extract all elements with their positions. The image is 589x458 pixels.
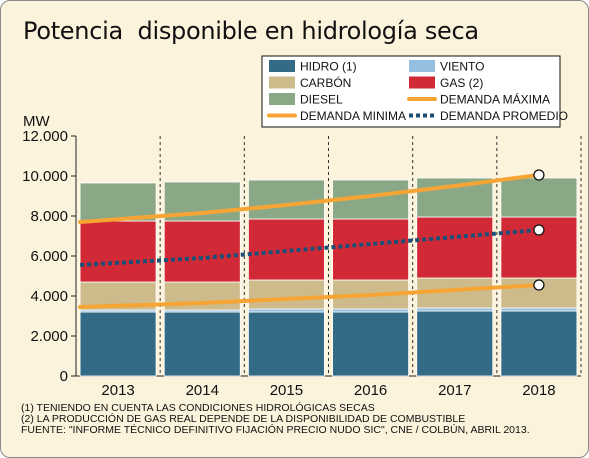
bar-hidro-1: [332, 311, 409, 377]
bar-gas-2: [416, 216, 494, 279]
legend-swatch-gas-2: [409, 76, 435, 89]
point-demanda-promedio: [533, 224, 545, 236]
legend-swatch-viento: [409, 60, 435, 72]
legend-swatch-diesel: [269, 93, 295, 105]
point-demanda-maxima: [533, 169, 545, 181]
x-tick-label: 2016: [354, 382, 387, 399]
bar-gas-2: [79, 220, 157, 283]
y-tick-label: 10.000: [22, 168, 68, 185]
y-tick-label: 0: [60, 368, 68, 385]
footnote-gas: (2) LA PRODUCCIÓN DE GAS REAL DEPENDE DE…: [21, 413, 466, 425]
point-demanda-minima: [533, 279, 545, 291]
x-tick-label: 2017: [438, 382, 471, 399]
legend-label-demanda-promedio: DEMANDA PROMEDIO: [440, 109, 568, 123]
bar-hidro-1: [248, 311, 325, 377]
legend-label-viento: VIENTO: [440, 60, 484, 74]
bar-viento: [416, 307, 494, 312]
footnote-hydrology: (1) TENIENDO EN CUENTA LAS CONDICIONES H…: [21, 402, 375, 414]
legend-label-carbon: CARBÓN: [300, 75, 351, 90]
x-tick-label: 2015: [270, 382, 303, 399]
legend-label-demanda-maxima: DEMANDA MÁXIMA: [440, 92, 550, 107]
footnote-source: FUENTE: "INFORME TÉCNICO DEFINITIVO FIJA…: [21, 424, 530, 436]
bar-viento: [248, 308, 325, 313]
y-tick-label: 8.000: [30, 208, 68, 225]
x-tick-label: 2018: [522, 382, 555, 399]
legend-label-hidro-1: HIDRO (1): [300, 60, 357, 74]
line-demanda-minima: [78, 283, 541, 309]
y-tick-label: 4.000: [30, 288, 68, 305]
legend-label-demanda-minima: DEMANDA MINIMA: [300, 109, 406, 123]
legend-label-gas-2: GAS (2): [440, 76, 483, 90]
legend-label-diesel: DIESEL: [300, 93, 343, 107]
bar-hidro-1: [163, 311, 241, 377]
bar-gas-2: [332, 218, 409, 281]
bar-diesel: [79, 182, 157, 222]
legend-swatch-hidro-1: [269, 60, 295, 72]
legend-swatch-carbon: [269, 76, 295, 89]
x-tick-label: 2014: [186, 382, 219, 399]
bar-gas-2: [163, 220, 241, 283]
chart-title: Potencia disponible en hidrología seca: [23, 17, 479, 45]
bar-viento: [332, 308, 409, 313]
y-tick-label: 2.000: [30, 328, 68, 345]
bar-carbon: [248, 279, 325, 310]
bar-viento: [500, 307, 578, 312]
x-tick-label: 2013: [101, 382, 134, 399]
bar-hidro-1: [500, 310, 578, 377]
line-demanda-maxima: [78, 173, 541, 224]
bar-diesel: [500, 177, 578, 218]
y-tick-label: 6.000: [30, 248, 68, 265]
bar-hidro-1: [79, 311, 157, 377]
y-tick-label: 12.000: [22, 128, 68, 145]
bar-hidro-1: [416, 310, 494, 377]
y-axis-label: MW: [23, 113, 50, 130]
line-demanda-promedio: [79, 228, 540, 267]
footnotes: (1) TENIENDO EN CUENTA LAS CONDICIONES H…: [21, 403, 530, 436]
bar-diesel: [248, 179, 325, 220]
